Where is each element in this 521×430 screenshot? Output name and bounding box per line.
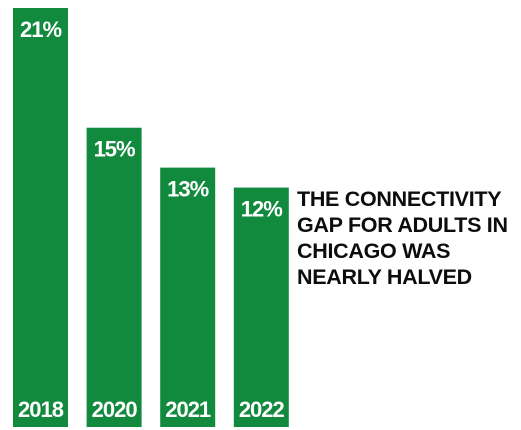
headline-line-4: NEARLY HALVED [297,265,472,289]
bar-2018 [13,8,68,427]
category-label-2018: 2018 [18,397,64,422]
bar-2020 [86,127,142,427]
value-label-2020: 15% [94,137,135,162]
value-label-2022: 12% [241,197,282,222]
category-label-2022: 2022 [239,397,285,422]
headline-text: THE CONNECTIVITY GAP FOR ADULTS IN CHICA… [297,186,521,290]
bar-2022 [233,187,289,427]
headline-line-3: CHICAGO WAS [297,239,451,263]
category-label-2020: 2020 [92,397,138,422]
bar-2021 [160,167,216,427]
category-label-2021: 2021 [165,397,211,422]
headline-line-1: THE CONNECTIVITY [297,187,502,211]
value-label-2021: 13% [167,177,208,202]
headline-line-2: GAP FOR ADULTS IN [297,213,508,237]
value-label-2018: 21% [20,17,61,42]
